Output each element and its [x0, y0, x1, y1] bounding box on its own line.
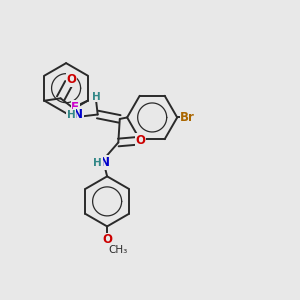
Text: O: O — [136, 134, 146, 147]
Text: O: O — [102, 233, 112, 246]
Text: H: H — [67, 110, 76, 119]
Text: H: H — [93, 158, 102, 167]
Text: Br: Br — [180, 111, 195, 124]
Text: N: N — [100, 156, 110, 169]
Text: F: F — [71, 101, 79, 114]
Text: O: O — [66, 73, 76, 86]
Text: H: H — [92, 92, 100, 102]
Text: N: N — [73, 108, 83, 121]
Text: CH₃: CH₃ — [109, 245, 128, 255]
